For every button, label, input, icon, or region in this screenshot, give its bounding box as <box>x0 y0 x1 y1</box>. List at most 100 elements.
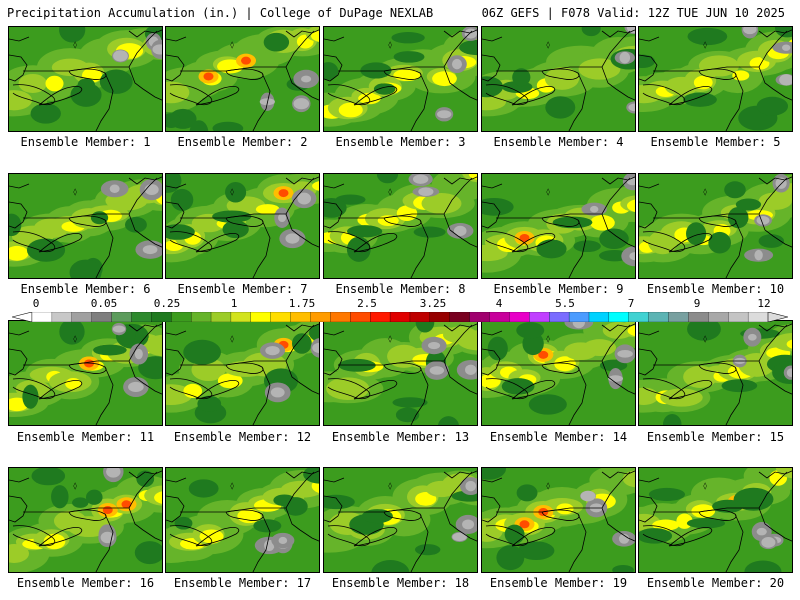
ensemble-member-map: ◊ <box>481 320 636 426</box>
colorbar-tick-label: 1.75 <box>288 297 316 310</box>
colorbar-swatch <box>71 312 93 322</box>
ensemble-member-map: ◊ <box>323 320 478 426</box>
colorbar-swatch <box>131 312 152 322</box>
svg-text:◊: ◊ <box>230 482 234 490</box>
svg-text:◊: ◊ <box>703 482 707 490</box>
colorbar-swatch <box>429 312 451 322</box>
ensemble-member-label: Ensemble Member: 14 <box>489 430 628 444</box>
svg-text:◊: ◊ <box>388 188 392 196</box>
ensemble-member-label: Ensemble Member: 12 <box>173 430 312 444</box>
ensemble-member-label: Ensemble Member: 7 <box>177 282 308 296</box>
colorbar-tick-label: 3.25 <box>419 297 447 310</box>
colorbar-swatch <box>489 312 510 322</box>
colorbar-left-arrow <box>12 312 33 322</box>
ensemble-member-map: ◊ <box>638 467 793 573</box>
svg-text:◊: ◊ <box>73 335 77 343</box>
ensemble-member-map: ◊ <box>165 173 320 279</box>
colorbar-swatch <box>648 312 669 322</box>
colorbar-tick-label: 1 <box>230 297 238 310</box>
ensemble-member-map: ◊ <box>8 173 163 279</box>
colorbar-tick-label: 0.25 <box>153 297 181 310</box>
svg-text:◊: ◊ <box>703 335 707 343</box>
colorbar-swatch <box>449 312 471 322</box>
colorbar-swatch <box>688 312 709 322</box>
colorbar-swatch <box>51 312 73 322</box>
ensemble-member-map: ◊ <box>323 467 478 573</box>
svg-text:◊: ◊ <box>546 335 550 343</box>
colorbar-swatch <box>210 312 232 322</box>
colorbar-swatch <box>31 312 53 322</box>
run-info: 06Z GEFS | F078 Valid: 12Z TUE JUN 10 20… <box>481 6 785 20</box>
colorbar-tick-label: 7 <box>627 297 635 310</box>
colorbar-tick-label: 5.5 <box>555 297 575 310</box>
svg-text:◊: ◊ <box>546 188 550 196</box>
colorbar-swatch <box>728 312 749 322</box>
ensemble-member-map: ◊ <box>165 26 320 132</box>
colorbar-swatch <box>529 312 550 322</box>
colorbar-swatch <box>290 312 311 322</box>
ensemble-member-label: Ensemble Member: 10 <box>646 282 785 296</box>
ensemble-member-label: Ensemble Member: 17 <box>173 576 312 590</box>
svg-text:◊: ◊ <box>703 188 707 196</box>
ensemble-member-label: Ensemble Member: 18 <box>331 576 470 590</box>
colorbar-swatch <box>747 312 769 322</box>
ensemble-member-label: Ensemble Member: 13 <box>331 430 470 444</box>
page-title: Precipitation Accumulation (in.) | Colle… <box>7 6 434 20</box>
colorbar-tick-label: 0 <box>32 297 40 310</box>
ensemble-member-label: Ensemble Member: 11 <box>16 430 155 444</box>
colorbar-swatch <box>708 312 729 322</box>
svg-text:◊: ◊ <box>73 482 77 490</box>
colorbar-swatch <box>310 312 331 322</box>
svg-text:◊: ◊ <box>230 188 234 196</box>
colorbar-swatch <box>250 312 272 322</box>
ensemble-member-label: Ensemble Member: 4 <box>493 135 624 149</box>
colorbar-swatch <box>190 312 212 322</box>
ensemble-member-label: Ensemble Member: 19 <box>489 576 628 590</box>
ensemble-member-label: Ensemble Member: 9 <box>493 282 624 296</box>
colorbar-tick-label: 2.5 <box>357 297 377 310</box>
colorbar-swatch <box>389 312 411 322</box>
ensemble-member-map: ◊ <box>8 320 163 426</box>
colorbar-swatch <box>111 312 132 322</box>
colorbar-swatch <box>409 312 431 322</box>
ensemble-member-label: Ensemble Member: 1 <box>20 135 151 149</box>
ensemble-member-label: Ensemble Member: 8 <box>335 282 466 296</box>
ensemble-member-map: ◊ <box>481 467 636 573</box>
colorbar-right-arrow <box>767 312 788 322</box>
ensemble-member-label: Ensemble Member: 2 <box>177 135 308 149</box>
colorbar-swatch <box>370 312 391 322</box>
ensemble-member-map: ◊ <box>165 320 320 426</box>
colorbar-swatch <box>350 312 371 322</box>
colorbar-swatch <box>91 312 113 322</box>
ensemble-member-map: ◊ <box>481 26 636 132</box>
ensemble-member-label: Ensemble Member: 5 <box>650 135 781 149</box>
svg-text:◊: ◊ <box>230 335 234 343</box>
svg-text:◊: ◊ <box>388 335 392 343</box>
colorbar-swatch <box>151 312 172 322</box>
svg-text:◊: ◊ <box>388 482 392 490</box>
ensemble-member-map: ◊ <box>323 173 478 279</box>
ensemble-member-label: Ensemble Member: 6 <box>20 282 151 296</box>
ensemble-member-map: ◊ <box>481 173 636 279</box>
ensemble-member-label: Ensemble Member: 15 <box>646 430 785 444</box>
colorbar-swatch <box>509 312 530 322</box>
colorbar-swatch <box>568 312 590 322</box>
colorbar-swatch <box>171 312 192 322</box>
svg-text:◊: ◊ <box>703 41 707 49</box>
ensemble-member-label: Ensemble Member: 3 <box>335 135 466 149</box>
ensemble-member-label: Ensemble Member: 20 <box>646 576 785 590</box>
colorbar-swatch <box>330 312 351 322</box>
colorbar-tick-label: 12 <box>757 297 771 310</box>
svg-text:◊: ◊ <box>73 41 77 49</box>
colorbar-tick-label: 0.05 <box>90 297 118 310</box>
ensemble-member-map: ◊ <box>8 467 163 573</box>
ensemble-member-map: ◊ <box>165 467 320 573</box>
colorbar-swatch <box>230 312 252 322</box>
colorbar-swatch <box>270 312 292 322</box>
colorbar-tick-label: 9 <box>693 297 701 310</box>
svg-text:◊: ◊ <box>388 41 392 49</box>
ensemble-member-map: ◊ <box>638 173 793 279</box>
ensemble-member-map: ◊ <box>638 320 793 426</box>
colorbar-swatch <box>588 312 610 322</box>
svg-text:◊: ◊ <box>230 41 234 49</box>
